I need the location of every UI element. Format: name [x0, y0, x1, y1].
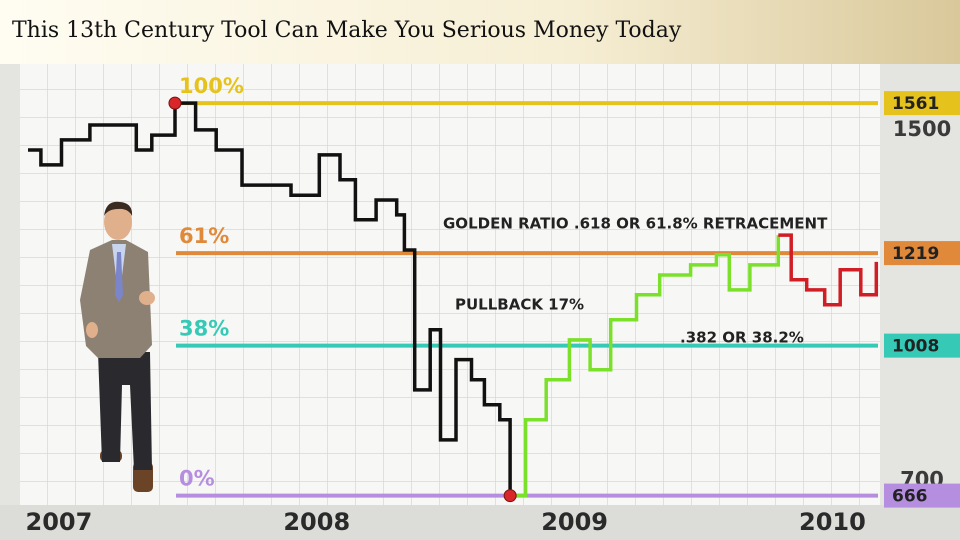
annotation: GOLDEN RATIO .618 OR 61.8% RETRACEMENT — [443, 215, 828, 233]
x-tick-label: 2008 — [283, 508, 350, 536]
level-value: 666 — [892, 487, 928, 507]
level-percent: 100% — [179, 74, 244, 98]
level-percent: 0% — [179, 467, 215, 491]
level-value: 1008 — [892, 337, 939, 357]
level-badge — [884, 483, 960, 508]
level-percent: 38% — [179, 317, 229, 341]
annotation: .382 OR 38.2% — [680, 329, 804, 347]
price-line — [510, 235, 781, 498]
x-tick-label: 2007 — [26, 508, 93, 536]
level-badge — [884, 241, 960, 266]
level-badge — [884, 91, 960, 116]
price-line — [778, 233, 879, 307]
chart-title: This 13th Century Tool Can Make You Seri… — [12, 18, 682, 43]
title-banner — [0, 0, 960, 64]
annotation: PULLBACK 17% — [455, 296, 584, 314]
price-line — [28, 101, 512, 496]
x-tick-label: 2009 — [541, 508, 608, 536]
pivot-dot — [503, 489, 517, 503]
level-badge — [884, 333, 960, 358]
x-tick-label: 2010 — [799, 508, 866, 536]
level-value: 1561 — [892, 94, 939, 114]
x-axis-band — [0, 505, 960, 540]
pivot-dot — [168, 96, 182, 110]
level-value: 1219 — [892, 244, 939, 264]
level-percent: 61% — [179, 224, 229, 248]
presenter — [80, 201, 155, 492]
y-tick-label: 1500 — [893, 117, 951, 141]
